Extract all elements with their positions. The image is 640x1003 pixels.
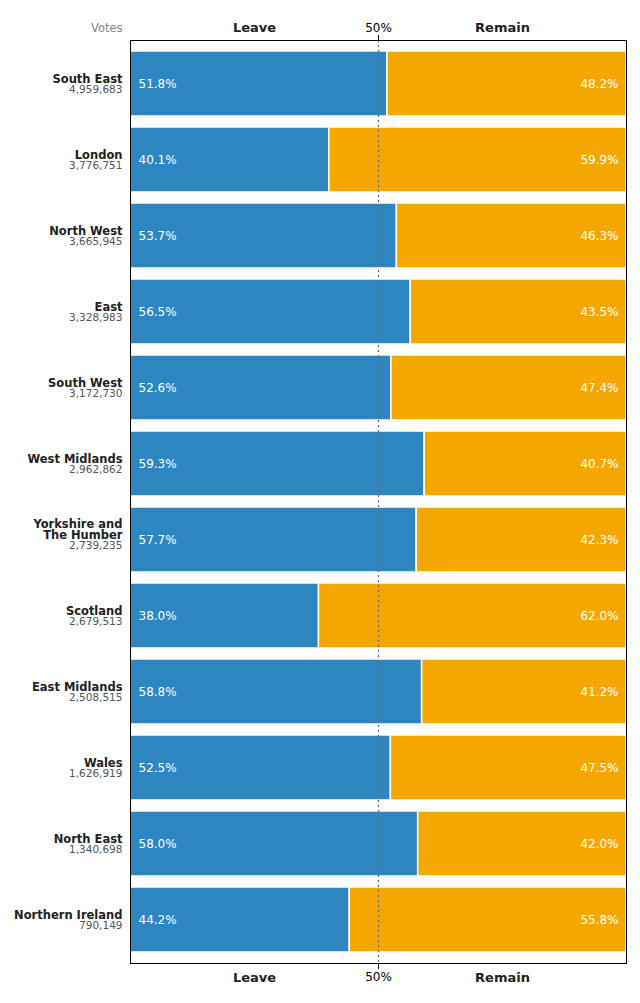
svg-text:Remain: Remain (475, 20, 530, 35)
svg-text:50%: 50% (365, 970, 392, 984)
svg-text:2,508,515: 2,508,515 (69, 691, 122, 703)
svg-text:2,739,235: 2,739,235 (69, 539, 122, 551)
svg-text:Leave: Leave (233, 970, 276, 985)
svg-text:42.3%: 42.3% (580, 533, 618, 547)
svg-text:3,776,751: 3,776,751 (69, 159, 122, 171)
svg-text:4,959,683: 4,959,683 (69, 83, 122, 95)
svg-text:59.3%: 59.3% (139, 457, 177, 471)
svg-text:London: London (74, 148, 123, 162)
svg-text:40.1%: 40.1% (139, 153, 177, 167)
svg-text:43.5%: 43.5% (580, 305, 618, 319)
svg-text:59.9%: 59.9% (580, 153, 618, 167)
svg-text:42.0%: 42.0% (580, 837, 618, 851)
svg-text:47.4%: 47.4% (580, 381, 618, 395)
svg-text:South East: South East (52, 72, 123, 86)
svg-text:1,340,698: 1,340,698 (69, 843, 122, 855)
svg-text:44.2%: 44.2% (139, 913, 177, 927)
svg-text:2,679,513: 2,679,513 (69, 615, 122, 627)
svg-text:Remain: Remain (475, 970, 530, 985)
svg-text:South West: South West (48, 376, 123, 390)
svg-text:Votes: Votes (91, 21, 123, 35)
svg-text:57.7%: 57.7% (139, 533, 177, 547)
svg-text:62.0%: 62.0% (580, 609, 618, 623)
svg-text:2,962,862: 2,962,862 (69, 463, 122, 475)
svg-text:East Midlands: East Midlands (32, 680, 123, 694)
svg-text:West Midlands: West Midlands (27, 452, 123, 466)
svg-text:51.8%: 51.8% (139, 77, 177, 91)
svg-text:58.0%: 58.0% (139, 837, 177, 851)
svg-text:Yorkshire andThe Humber: Yorkshire andThe Humber (32, 517, 122, 543)
svg-text:56.5%: 56.5% (139, 305, 177, 319)
svg-text:38.0%: 38.0% (139, 609, 177, 623)
svg-text:46.3%: 46.3% (580, 229, 618, 243)
svg-text:3,665,945: 3,665,945 (69, 235, 122, 247)
svg-text:East: East (94, 300, 123, 314)
svg-text:3,328,983: 3,328,983 (69, 311, 122, 323)
svg-text:Wales: Wales (83, 756, 123, 770)
svg-text:790,149: 790,149 (79, 919, 122, 931)
svg-text:3,172,730: 3,172,730 (69, 387, 122, 399)
svg-text:53.7%: 53.7% (139, 229, 177, 243)
svg-text:Leave: Leave (233, 20, 276, 35)
svg-text:58.8%: 58.8% (139, 685, 177, 699)
svg-text:North West: North West (49, 224, 123, 238)
svg-text:52.6%: 52.6% (139, 381, 177, 395)
svg-text:Northern Ireland: Northern Ireland (14, 908, 123, 922)
svg-text:North East: North East (53, 832, 123, 846)
svg-text:48.2%: 48.2% (580, 77, 618, 91)
svg-text:1,626,919: 1,626,919 (69, 767, 122, 779)
svg-text:55.8%: 55.8% (580, 913, 618, 927)
svg-text:40.7%: 40.7% (580, 457, 618, 471)
svg-text:47.5%: 47.5% (580, 761, 618, 775)
svg-text:50%: 50% (365, 21, 392, 35)
svg-text:Scotland: Scotland (65, 604, 123, 618)
svg-text:52.5%: 52.5% (139, 761, 177, 775)
svg-text:41.2%: 41.2% (580, 685, 618, 699)
